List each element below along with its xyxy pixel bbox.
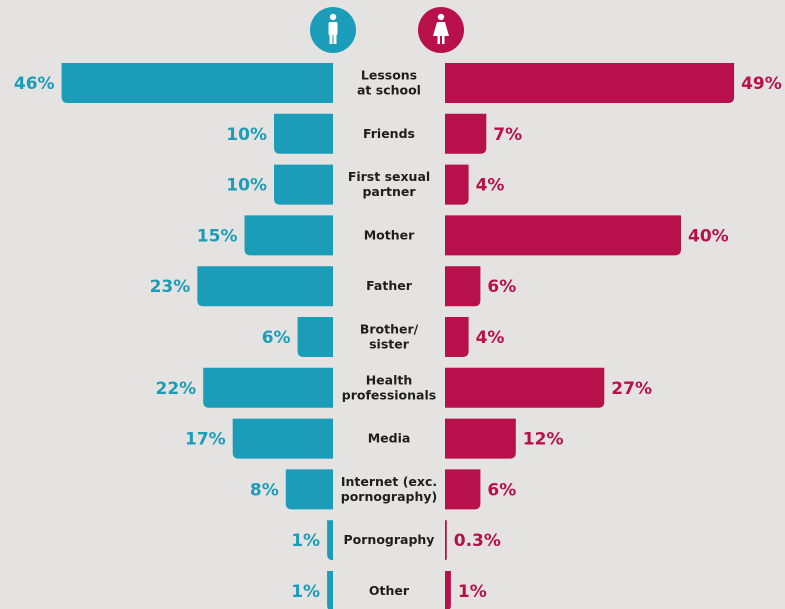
value-label: 12% bbox=[523, 430, 564, 450]
value-label: 6% bbox=[487, 277, 516, 297]
category-label: Internet (exc. pornography) bbox=[341, 473, 437, 503]
value-label: 1% bbox=[291, 531, 320, 551]
female-icon bbox=[418, 7, 464, 53]
bar bbox=[327, 520, 333, 561]
value-label: 27% bbox=[611, 379, 652, 399]
bar bbox=[244, 215, 333, 256]
category-label: Lessons at school bbox=[357, 67, 421, 97]
bar bbox=[232, 418, 333, 459]
value-label: 6% bbox=[487, 480, 516, 500]
bar bbox=[445, 113, 487, 154]
value-label: 40% bbox=[688, 226, 729, 246]
category-label: Father bbox=[366, 278, 413, 293]
value-label: 23% bbox=[150, 277, 191, 297]
bar bbox=[203, 367, 333, 408]
bar bbox=[445, 571, 451, 609]
bar bbox=[61, 63, 333, 103]
bar bbox=[445, 164, 469, 205]
value-label: 17% bbox=[185, 430, 226, 450]
value-label: 0.3% bbox=[454, 531, 501, 551]
value-label: 4% bbox=[476, 176, 505, 196]
value-label: 4% bbox=[476, 328, 505, 348]
bar bbox=[297, 317, 333, 357]
bar bbox=[445, 266, 481, 307]
category-label: Media bbox=[368, 430, 411, 445]
value-label: 10% bbox=[226, 176, 267, 196]
male-icon bbox=[310, 7, 356, 53]
category-label: Other bbox=[369, 583, 410, 598]
value-label: 7% bbox=[493, 125, 522, 145]
bar bbox=[274, 113, 333, 154]
bar bbox=[445, 469, 481, 510]
value-label: 1% bbox=[291, 582, 320, 602]
value-label: 15% bbox=[197, 226, 238, 246]
value-label: 1% bbox=[458, 582, 487, 602]
bar bbox=[445, 63, 735, 103]
category-label: Friends bbox=[363, 125, 415, 140]
bar bbox=[327, 571, 333, 609]
value-label: 8% bbox=[250, 480, 279, 500]
category-label: Pornography bbox=[344, 532, 435, 547]
bar bbox=[445, 367, 605, 408]
value-label: 6% bbox=[262, 328, 291, 348]
bar bbox=[274, 164, 333, 205]
bar bbox=[445, 317, 469, 357]
category-label: Brother/sister bbox=[360, 321, 419, 351]
category-label: Health professionals bbox=[342, 372, 436, 402]
value-label: 22% bbox=[155, 379, 196, 399]
category-label: First sexual partner bbox=[348, 169, 430, 199]
bar bbox=[197, 266, 333, 307]
value-label: 46% bbox=[14, 74, 55, 94]
bar bbox=[445, 215, 681, 256]
bar bbox=[445, 418, 516, 459]
value-label: 10% bbox=[226, 125, 267, 145]
bar bbox=[285, 469, 333, 510]
value-label: 49% bbox=[741, 74, 782, 94]
category-label: Mother bbox=[364, 227, 415, 242]
bar bbox=[445, 520, 447, 561]
